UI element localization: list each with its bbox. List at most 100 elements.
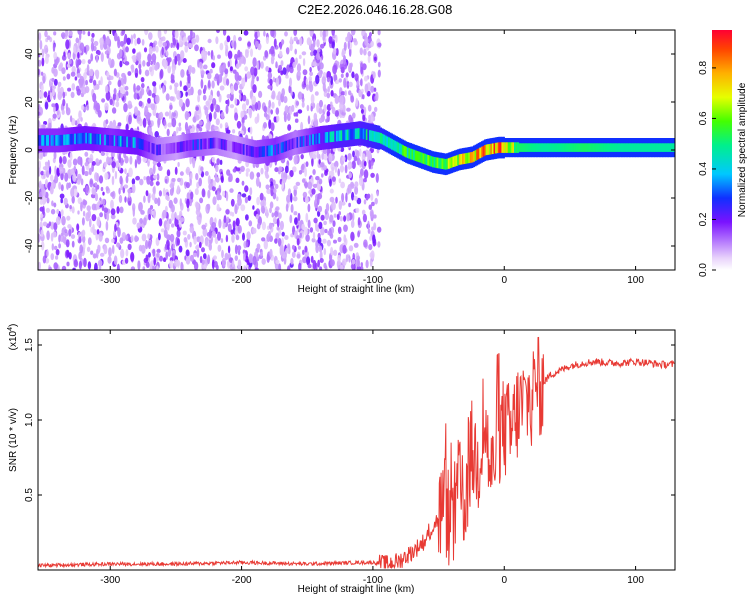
noise-speck <box>65 30 69 38</box>
signal-core <box>257 146 260 158</box>
signal-core <box>172 142 174 154</box>
noise-speck <box>297 71 301 76</box>
noise-speck <box>110 208 116 216</box>
noise-speck <box>289 214 293 224</box>
noise-speck <box>212 55 215 61</box>
noise-speck <box>287 265 291 270</box>
noise-speck <box>241 122 245 128</box>
noise-speck <box>178 126 182 132</box>
noise-speck <box>237 49 241 58</box>
noise-speck <box>252 227 257 234</box>
signal-core <box>528 143 531 152</box>
noise-speck <box>347 153 352 161</box>
noise-speck <box>141 244 146 254</box>
signal-core <box>647 143 650 152</box>
signal-core <box>72 133 75 145</box>
signal-core <box>665 143 668 152</box>
noise-speck <box>216 90 220 97</box>
signal-core <box>241 143 244 155</box>
noise-speck <box>331 30 335 36</box>
noise-speck <box>140 77 145 83</box>
y-tick-label: 40 <box>24 48 35 60</box>
noise-speck <box>311 157 314 167</box>
noise-speck <box>123 103 128 113</box>
signal-core <box>320 132 323 144</box>
noise-speck <box>123 184 129 189</box>
signal-core <box>52 135 55 146</box>
noise-speck <box>38 104 41 109</box>
noise-speck <box>87 31 91 37</box>
noise-speck <box>51 243 54 251</box>
noise-speck <box>272 179 276 186</box>
noise-speck <box>187 73 191 84</box>
noise-speck <box>305 212 309 223</box>
noise-speck <box>275 77 280 87</box>
noise-speck <box>155 181 160 186</box>
noise-speck <box>187 43 193 48</box>
noise-speck <box>67 52 71 60</box>
noise-speck <box>356 150 360 158</box>
noise-speck <box>154 197 158 204</box>
noise-speck <box>136 85 141 91</box>
noise-speck <box>92 92 97 103</box>
x-tick-label: 100 <box>627 275 644 286</box>
noise-speck <box>98 175 104 184</box>
signal-core <box>129 136 132 148</box>
noise-speck <box>309 30 314 37</box>
noise-speck <box>191 38 196 45</box>
noise-speck <box>135 175 141 181</box>
noise-speck <box>342 55 347 65</box>
noise-speck <box>119 175 123 185</box>
signal-core <box>50 135 53 146</box>
signal-core <box>272 144 275 156</box>
colorbar-tick-label: 0.0 <box>698 263 709 277</box>
noise-speck <box>285 203 289 212</box>
signal-core <box>566 143 568 152</box>
noise-speck <box>358 177 364 187</box>
signal-core <box>608 143 611 152</box>
noise-speck <box>53 262 58 270</box>
snr-y-ticks: 0.51.01.5 <box>24 338 675 502</box>
noise-speck <box>66 73 71 80</box>
noise-speck <box>363 48 367 56</box>
noise-speck <box>364 36 369 46</box>
noise-speck <box>374 197 378 205</box>
noise-speck <box>41 84 44 91</box>
noise-speck <box>278 212 282 219</box>
noise-speck <box>52 231 57 238</box>
noise-speck <box>245 168 251 173</box>
colorbar-tick-label: 0.8 <box>698 61 709 75</box>
signal-core <box>86 133 89 144</box>
signal-core <box>88 133 91 144</box>
spectrogram-y-label: Frequency (Hz) <box>8 116 19 185</box>
noise-speck <box>51 77 55 82</box>
noise-speck <box>58 234 61 243</box>
noise-speck <box>231 234 235 243</box>
signal-core <box>138 138 141 149</box>
noise-speck <box>179 35 182 45</box>
signal-core <box>408 148 411 159</box>
signal-core <box>145 140 148 152</box>
noise-speck <box>100 76 103 86</box>
noise-speck <box>160 36 164 42</box>
signal-core <box>488 144 491 155</box>
signal-core <box>332 131 335 142</box>
signal-core <box>190 139 193 151</box>
noise-speck <box>173 130 177 137</box>
noise-speck <box>287 124 292 131</box>
noise-speck <box>327 231 331 236</box>
noise-speck <box>309 71 313 76</box>
noise-speck <box>144 69 150 77</box>
signal-core <box>433 157 436 168</box>
noise-speck <box>175 215 181 220</box>
noise-speck <box>348 90 352 96</box>
noise-speck <box>124 257 129 264</box>
signal-core <box>553 143 556 152</box>
signal-core <box>47 135 50 146</box>
noise-speck <box>241 116 245 125</box>
signal-core <box>384 135 387 147</box>
signal-core <box>194 139 196 151</box>
signal-core <box>400 144 403 155</box>
noise-speck <box>117 227 121 238</box>
snr-y-label: SNR (10 * v/v) <box>8 408 19 472</box>
